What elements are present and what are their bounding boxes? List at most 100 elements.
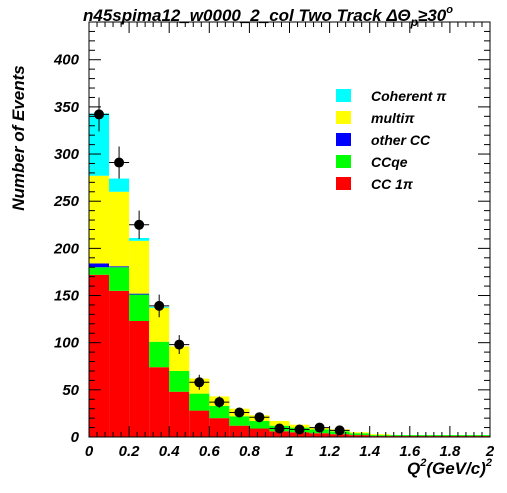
y-axis-label: Number of Events [9, 65, 28, 210]
bar-ccqe-bin-16 [409, 435, 430, 437]
bar-ccqe-bin-15 [389, 435, 410, 437]
bar-other-cc-bin-2 [129, 293, 150, 295]
bar-ccqe-bin-6 [209, 405, 230, 419]
x-tick-label-10: 2 [485, 443, 495, 460]
title-superscript: o [446, 4, 453, 16]
bar-coherent--bin-2 [129, 237, 150, 241]
stacked-bars [89, 113, 490, 437]
bar-cc-1--bin-5 [189, 410, 210, 437]
y-tick-label-5: 250 [53, 193, 80, 210]
bar-multi--bin-0 [89, 175, 110, 264]
y-tick-label-3: 150 [54, 288, 80, 305]
x-label-sup2: 2 [485, 457, 492, 469]
x-label-rest: (GeV/c) [426, 459, 486, 478]
bar-cc-1--bin-9 [269, 431, 290, 437]
bar-ccqe-bin-18 [449, 435, 470, 437]
data-point-5 [194, 377, 205, 388]
legend-swatch-4 [336, 177, 351, 190]
x-tick-label-7: 1.4 [359, 443, 381, 460]
x-tick-label-3: 0.6 [199, 443, 221, 460]
x-label-main: Q [407, 459, 420, 478]
bar-cc-1--bin-4 [169, 391, 190, 437]
bar-cc-1--bin-2 [129, 320, 150, 437]
bar-coherent--bin-0 [89, 113, 110, 176]
bar-multi--bin-3 [149, 307, 170, 342]
bar-multi--bin-1 [109, 191, 130, 267]
title-suffix: ≥30 [418, 6, 447, 25]
y-tick-label-0: 0 [71, 429, 80, 446]
bar-multi--bin-13 [349, 432, 370, 434]
bar-multi--bin-2 [129, 240, 150, 294]
x-axis-label: Q2(GeV/c)2 [407, 457, 492, 478]
bar-ccqe-bin-19 [469, 435, 490, 437]
legend-label-2: other CC [371, 132, 431, 148]
axes: 0 0.2 0.4 0.6 0.8 1 1.2 1.4 1.6 1.8 2 0 50 100 150 200 2… [53, 22, 495, 460]
y-tick-label-8: 400 [53, 52, 80, 69]
data-point-9 [274, 423, 285, 434]
y-tick-label-2: 100 [54, 335, 80, 352]
x-tick-label-6: 1.2 [319, 443, 341, 460]
legend: Coherent π multiπ other CC CCqe CC 1π [336, 88, 447, 192]
bar-coherent--bin-1 [109, 178, 130, 192]
chart-title: n45spima12_w0000_2_col Two Track ΔΘp≥30o [83, 4, 453, 29]
x-tick-label-0: 0 [85, 443, 94, 460]
bar-ccqe-bin-14 [369, 435, 390, 437]
bar-multi--bin-4 [169, 346, 190, 371]
bar-ccqe-bin-0 [89, 267, 110, 275]
title-prefix: n45spima12_w0000_2_col Two Track [83, 6, 386, 25]
data-points [89, 97, 350, 436]
bar-ccqe-bin-5 [189, 393, 210, 411]
bar-ccqe-bin-13 [349, 433, 370, 436]
legend-swatch-1 [336, 111, 351, 124]
legend-swatch-2 [336, 133, 351, 146]
legend-label-1: multiπ [371, 110, 415, 126]
bar-other-cc-bin-1 [109, 266, 130, 268]
bar-ccqe-bin-1 [109, 267, 130, 291]
x-label-sup: 2 [419, 457, 426, 469]
legend-swatch-0 [336, 89, 351, 102]
bar-cc-1--bin-13 [349, 435, 370, 437]
data-point-6 [214, 397, 225, 408]
bar-cc-1--bin-3 [149, 367, 170, 437]
bar-ccqe-bin-2 [129, 294, 150, 321]
legend-label-3: CCqe [371, 154, 408, 170]
bar-cc-1--bin-7 [229, 425, 250, 437]
data-point-0 [94, 109, 105, 120]
bar-ccqe-bin-3 [149, 341, 170, 368]
data-point-11 [314, 422, 325, 433]
data-point-12 [334, 425, 345, 436]
x-tick-label-4: 0.8 [239, 443, 261, 460]
bar-other-cc-bin-0 [89, 263, 110, 268]
legend-label-4: CC 1π [371, 176, 414, 192]
bar-cc-1--bin-0 [89, 274, 110, 437]
title-symbol: ΔΘ [385, 6, 410, 25]
bar-cc-1--bin-1 [109, 290, 130, 437]
legend-swatch-3 [336, 155, 351, 168]
x-tick-label-9: 1.8 [439, 443, 461, 460]
bar-ccqe-bin-4 [169, 370, 190, 392]
x-tick-label-5: 1 [285, 443, 293, 460]
y-tick-label-7: 350 [54, 99, 80, 116]
y-tick-label-6: 300 [54, 146, 80, 163]
bar-multi--bin-14 [369, 434, 390, 436]
y-tick-label-4: 200 [53, 240, 80, 257]
bar-multi--bin-9 [269, 420, 290, 426]
x-tick-label-2: 0.4 [159, 443, 181, 460]
y-tick-label-1: 50 [62, 382, 79, 399]
data-point-2 [134, 219, 145, 230]
title-subscript: p [410, 15, 418, 29]
bar-cc-1--bin-12 [329, 434, 350, 437]
data-point-4 [174, 339, 185, 350]
data-point-7 [234, 407, 245, 418]
x-tick-label-1: 0.2 [119, 443, 141, 460]
bar-cc-1--bin-10 [289, 432, 310, 437]
bar-cc-1--bin-11 [309, 433, 330, 437]
data-point-3 [154, 300, 165, 311]
bar-cc-1--bin-8 [249, 428, 270, 437]
bar-ccqe-bin-8 [249, 420, 270, 429]
bar-ccqe-bin-17 [429, 435, 450, 437]
legend-label-0: Coherent π [371, 88, 447, 104]
data-point-8 [254, 412, 265, 423]
bar-ccqe-bin-7 [229, 416, 250, 426]
